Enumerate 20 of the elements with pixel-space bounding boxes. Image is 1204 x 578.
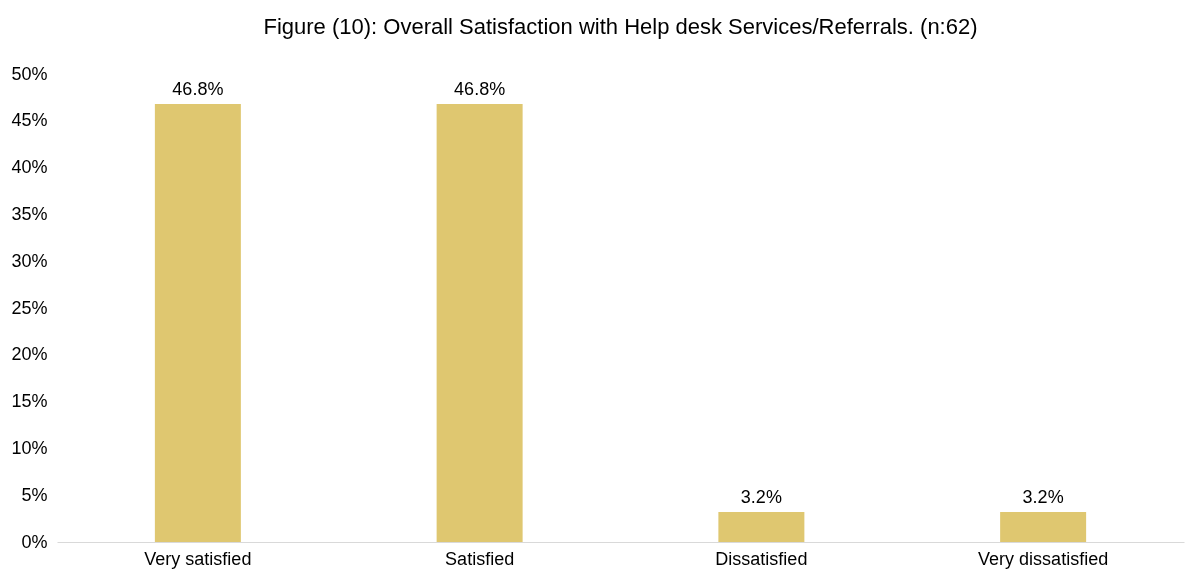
y-tick-label: 25% (11, 297, 48, 318)
y-tick-label: 20% (11, 344, 48, 365)
data-label: 3.2% (740, 487, 782, 508)
x-tick-label: Dissatisfied (715, 548, 808, 569)
x-tick-label: Very satisfied (144, 548, 252, 569)
y-tick-label: 30% (11, 250, 48, 271)
data-label: 3.2% (1022, 487, 1064, 508)
x-tick-label: Very dissatisfied (978, 548, 1109, 569)
y-tick-label: 10% (11, 437, 48, 458)
y-tick-label: 5% (21, 484, 48, 505)
data-label: 46.8% (454, 78, 506, 99)
y-tick-label: 35% (11, 203, 48, 224)
chart-title: Figure (10): Overall Satisfaction with Help desk Services/Referrals. (n:62) (263, 14, 978, 39)
x-tick-label: Satisfied (445, 548, 515, 569)
y-tick-label: 0% (21, 531, 48, 552)
y-tick-label: 15% (11, 391, 48, 412)
y-tick-label: 50% (11, 63, 48, 84)
y-tick-label: 40% (11, 157, 48, 178)
data-label: 46.8% (172, 78, 224, 99)
y-tick-label: 45% (11, 110, 48, 131)
